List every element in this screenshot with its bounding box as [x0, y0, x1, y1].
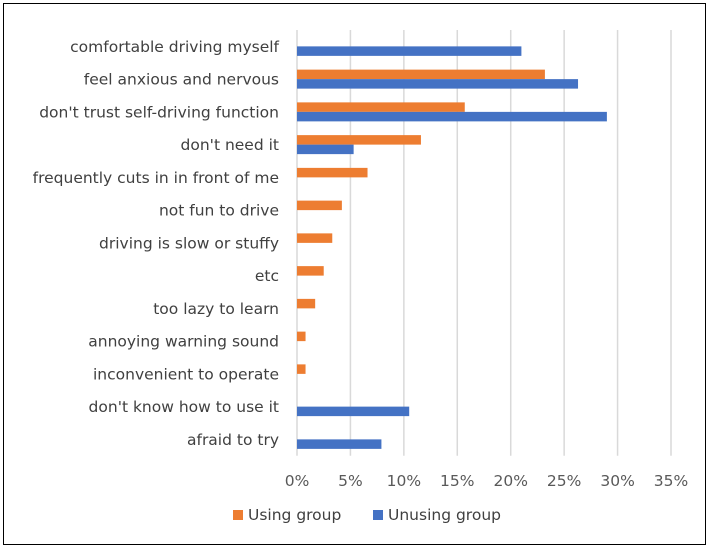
bar-unusing-2	[297, 111, 607, 122]
category-label: feel anxious and nervous	[84, 71, 279, 89]
x-tick-labels: 0% 5% 10% 15% 20% 25% 30% 35%	[285, 472, 689, 490]
legend-label-using: Using group	[248, 506, 341, 524]
bar-using-9	[297, 331, 306, 342]
bar-using-10	[297, 364, 306, 374]
bar-unusing-12	[297, 439, 382, 449]
category-label: inconvenient to operate	[93, 365, 279, 383]
x-tick-label: 0%	[285, 472, 310, 490]
legend-swatch-using	[233, 510, 243, 520]
category-label: annoying warning sound	[88, 333, 279, 351]
category-label: driving is slow or stuffy	[99, 234, 279, 252]
x-tick-label: 35%	[654, 472, 688, 490]
legend-swatch-unusing	[373, 510, 383, 520]
category-label: don't trust self-driving function	[39, 103, 279, 121]
bar-unusing-1	[297, 79, 579, 89]
gridlines	[296, 30, 672, 456]
category-label: etc	[255, 267, 279, 285]
bar-using-5	[297, 200, 342, 211]
legend: Using group Unusing group	[233, 506, 501, 524]
bar-using-6	[297, 233, 333, 243]
x-tick-label: 15%	[440, 472, 474, 490]
x-tick-label: 25%	[547, 472, 581, 490]
bar-using-2	[297, 102, 465, 112]
category-label: afraid to try	[187, 431, 279, 449]
chart-frame	[3, 3, 706, 545]
bar-using-7	[297, 266, 324, 276]
category-labels: comfortable driving myself feel anxious a…	[33, 38, 280, 449]
x-tick-label: 20%	[493, 472, 527, 490]
bar-using-1	[297, 69, 545, 80]
x-tick-label: 30%	[600, 472, 634, 490]
x-tick-label: 10%	[387, 472, 421, 490]
category-label: not fun to drive	[159, 202, 279, 220]
bar-unusing-11	[297, 406, 410, 417]
bar-using-3	[297, 135, 421, 145]
bar-unusing-0	[297, 46, 522, 56]
category-label: comfortable driving myself	[70, 38, 279, 56]
bar-using-4	[297, 167, 368, 178]
category-label: don't need it	[181, 136, 279, 154]
legend-label-unusing: Unusing group	[388, 506, 501, 524]
bar-using-8	[297, 298, 316, 309]
bars	[297, 46, 607, 449]
category-label: frequently cuts in in front of me	[33, 169, 279, 187]
bar-unusing-3	[297, 144, 354, 155]
category-label: too lazy to learn	[153, 300, 279, 318]
x-tick-label: 5%	[338, 472, 363, 490]
category-label: don't know how to use it	[89, 398, 279, 416]
